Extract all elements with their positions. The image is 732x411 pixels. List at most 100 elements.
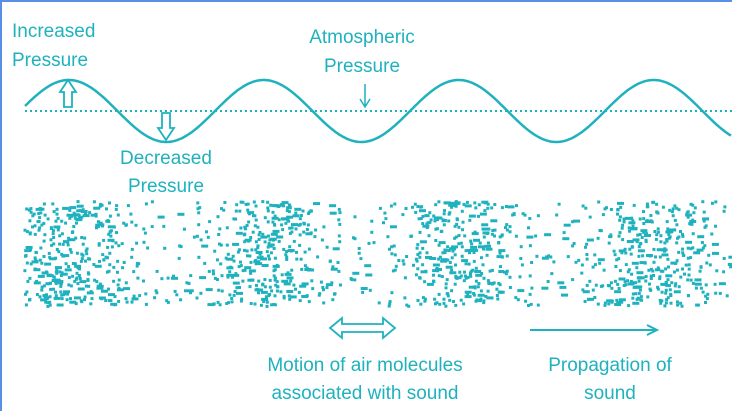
molecule xyxy=(694,278,702,282)
molecule xyxy=(638,233,642,236)
molecule xyxy=(102,258,106,262)
molecule xyxy=(663,304,667,308)
molecule xyxy=(259,303,263,307)
molecule xyxy=(614,290,622,294)
molecule xyxy=(228,293,232,297)
molecule xyxy=(199,291,203,295)
molecule xyxy=(272,303,276,306)
molecule xyxy=(457,201,461,205)
molecule xyxy=(337,207,341,211)
molecule xyxy=(283,282,291,286)
molecule xyxy=(493,234,496,238)
molecule xyxy=(644,220,652,223)
molecule xyxy=(94,264,102,268)
molecule xyxy=(421,215,425,218)
molecule xyxy=(124,281,128,285)
molecule xyxy=(424,269,428,273)
molecule xyxy=(666,257,670,261)
molecule xyxy=(107,269,111,273)
molecule xyxy=(391,269,395,273)
molecule xyxy=(49,257,57,261)
molecule xyxy=(37,274,45,278)
molecule xyxy=(212,272,215,276)
molecule xyxy=(447,219,451,223)
molecule xyxy=(184,289,191,293)
molecule xyxy=(285,209,289,213)
molecule xyxy=(243,232,247,236)
molecule xyxy=(83,298,86,302)
molecule xyxy=(445,265,453,269)
molecule xyxy=(265,300,269,304)
molecule xyxy=(123,287,131,291)
molecule xyxy=(656,230,660,234)
molecule xyxy=(112,265,116,269)
molecule xyxy=(393,268,397,272)
molecule xyxy=(42,221,46,225)
molecule xyxy=(238,209,242,213)
molecule xyxy=(479,289,483,293)
molecule xyxy=(23,228,27,232)
molecule xyxy=(62,254,66,258)
molecule xyxy=(659,269,663,273)
molecule xyxy=(232,242,240,246)
molecule xyxy=(593,253,597,257)
molecule xyxy=(499,265,502,269)
molecule xyxy=(154,289,158,293)
molecule xyxy=(663,247,667,251)
molecule xyxy=(655,233,659,237)
molecule xyxy=(317,293,321,297)
molecule xyxy=(498,283,502,287)
molecule xyxy=(109,299,113,303)
molecule xyxy=(108,251,112,255)
molecule xyxy=(81,208,85,212)
molecule xyxy=(249,271,253,275)
molecule xyxy=(322,301,326,305)
molecule xyxy=(261,200,265,204)
molecule xyxy=(338,222,342,226)
molecule xyxy=(457,242,461,246)
molecule xyxy=(226,273,234,277)
molecule xyxy=(107,232,111,236)
molecule xyxy=(108,214,112,218)
molecule xyxy=(33,267,37,271)
molecule xyxy=(528,244,532,248)
molecule xyxy=(712,251,719,255)
molecule xyxy=(460,209,464,213)
molecule xyxy=(71,274,75,278)
molecule xyxy=(438,255,442,259)
molecule xyxy=(658,255,662,259)
molecule xyxy=(116,259,120,263)
molecule xyxy=(672,228,676,232)
molecule xyxy=(461,228,464,232)
molecule xyxy=(298,233,302,237)
molecule xyxy=(175,293,179,297)
molecule xyxy=(187,281,191,285)
molecule xyxy=(597,258,605,262)
molecule xyxy=(486,202,490,206)
molecule xyxy=(264,295,268,299)
molecule xyxy=(144,302,148,306)
molecule xyxy=(472,293,476,297)
molecule xyxy=(673,290,681,294)
molecule xyxy=(269,244,273,248)
molecule xyxy=(429,257,437,260)
molecule xyxy=(263,285,267,289)
molecule xyxy=(505,269,509,273)
molecule xyxy=(261,282,265,286)
molecule xyxy=(107,287,110,291)
molecule xyxy=(301,282,309,286)
molecule xyxy=(419,205,423,209)
molecule xyxy=(474,206,478,210)
molecule xyxy=(60,271,64,275)
molecule xyxy=(195,296,199,300)
molecule xyxy=(325,245,329,249)
molecule xyxy=(640,236,644,239)
molecule xyxy=(273,303,277,307)
molecule xyxy=(260,235,268,239)
molecule xyxy=(424,214,428,218)
molecule xyxy=(462,302,466,306)
molecule xyxy=(74,236,78,240)
molecule xyxy=(255,283,258,287)
